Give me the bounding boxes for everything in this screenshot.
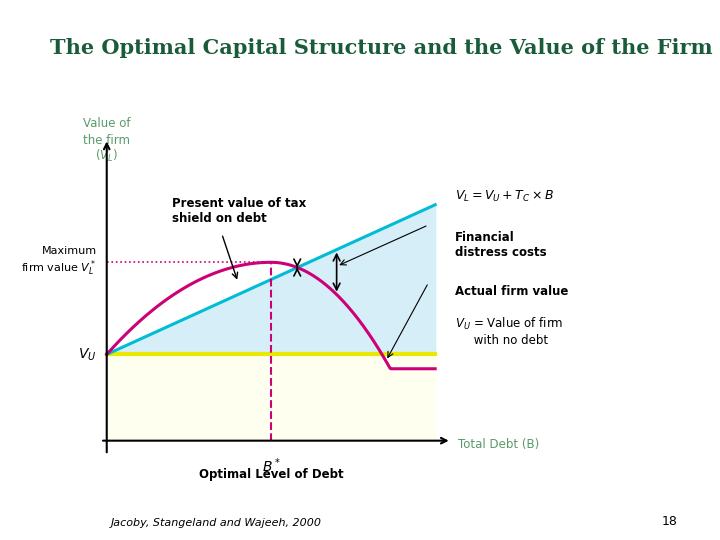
Text: $V_L = V_U + T_C \times B$: $V_L = V_U + T_C \times B$ <box>455 188 554 204</box>
Text: Total Debt (B): Total Debt (B) <box>458 438 539 451</box>
Text: the firm: the firm <box>84 134 130 147</box>
Text: Jacoby, Stangeland and Wajeeh, 2000: Jacoby, Stangeland and Wajeeh, 2000 <box>110 518 322 528</box>
Text: $V_U$: $V_U$ <box>78 346 97 362</box>
Text: Financial
distress costs: Financial distress costs <box>455 231 546 259</box>
Text: Actual firm value: Actual firm value <box>455 285 568 298</box>
Text: $B^*$: $B^*$ <box>261 456 280 475</box>
Text: Value of: Value of <box>83 117 130 130</box>
Text: Present value of tax
shield on debt: Present value of tax shield on debt <box>172 197 307 225</box>
Text: $(V_L)$: $(V_L)$ <box>95 148 118 165</box>
Text: The Optimal Capital Structure and the Value of the Firm: The Optimal Capital Structure and the Va… <box>50 38 713 58</box>
Text: Optimal Level of Debt: Optimal Level of Debt <box>199 468 343 481</box>
Text: 18: 18 <box>662 515 678 528</box>
Text: $V_U$ = Value of firm
     with no debt: $V_U$ = Value of firm with no debt <box>455 316 563 347</box>
Text: Maximum
firm value $V_L^*$: Maximum firm value $V_L^*$ <box>22 246 97 279</box>
